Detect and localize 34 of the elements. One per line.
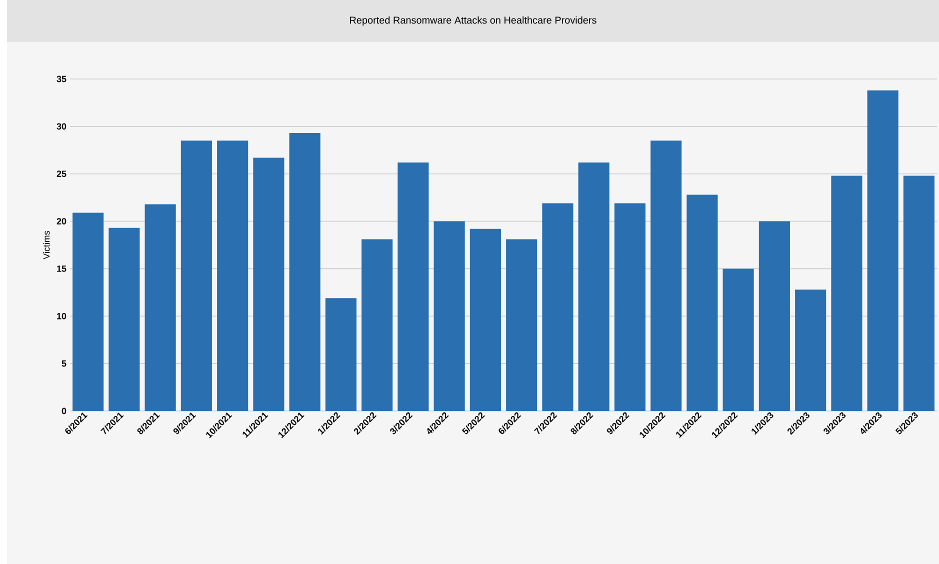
bar bbox=[289, 133, 320, 411]
bar bbox=[686, 194, 718, 411]
bar bbox=[253, 158, 284, 411]
y-tick-label: 15 bbox=[57, 266, 66, 272]
bar bbox=[362, 239, 393, 411]
y-tick-label: 20 bbox=[56, 218, 66, 224]
bar bbox=[578, 162, 610, 411]
bar bbox=[72, 212, 104, 411]
bar bbox=[614, 203, 646, 411]
bar bbox=[217, 140, 248, 411]
bar bbox=[398, 162, 429, 411]
y-tick-label: 35 bbox=[56, 76, 66, 82]
bar bbox=[470, 228, 501, 411]
bar bbox=[180, 140, 212, 411]
bar bbox=[506, 239, 538, 411]
bar bbox=[795, 290, 826, 411]
bar bbox=[325, 298, 356, 411]
y-tick-label: 0 bbox=[62, 408, 66, 414]
bar bbox=[650, 140, 682, 411]
y-tick-label: 30 bbox=[56, 123, 66, 130]
bar bbox=[903, 176, 934, 411]
bar bbox=[108, 228, 140, 411]
bar bbox=[758, 221, 790, 411]
y-tick-label: 10 bbox=[57, 312, 66, 320]
y-tick-label: 25 bbox=[56, 170, 66, 178]
bar bbox=[434, 221, 465, 411]
bar bbox=[722, 268, 754, 411]
bar bbox=[867, 90, 898, 411]
y-axis-title: Victims bbox=[43, 230, 50, 260]
bar bbox=[831, 176, 862, 411]
bar bbox=[144, 204, 176, 411]
chart-title: Reported Ransomware Attacks on Healthcare Providers bbox=[350, 16, 596, 26]
bar bbox=[542, 203, 574, 411]
y-tick-label: 5 bbox=[62, 360, 66, 367]
